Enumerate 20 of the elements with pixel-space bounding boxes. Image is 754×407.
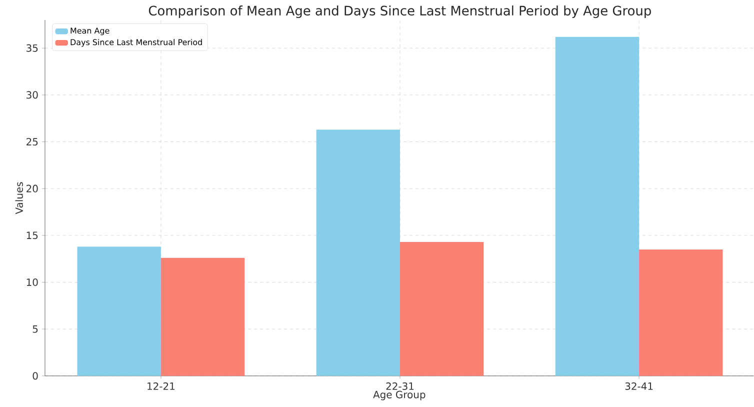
y-tick-label: 15	[26, 232, 38, 240]
y-tick-label: 30	[26, 91, 38, 99]
y-tick-label: 20	[26, 184, 38, 192]
x-tick-label: 12-21	[148, 382, 174, 390]
y-axis-title: Values	[15, 182, 23, 214]
y-tick-label: 0	[32, 372, 38, 380]
y-tick-label: 25	[26, 138, 38, 146]
x-tick-label: 22-31	[386, 382, 414, 390]
y-tick-label: 35	[26, 44, 38, 52]
bar	[160, 258, 245, 376]
chart-title: Comparison of Mean Age and Days Since Last Menstrual Period by Age Group	[148, 6, 651, 18]
y-tick-label: 5	[32, 325, 38, 333]
bar	[316, 130, 400, 376]
bar	[555, 36, 640, 376]
y-tick-label: 10	[26, 278, 38, 286]
x-axis-title: Age Group	[373, 390, 426, 400]
bar	[639, 250, 723, 376]
x-tick-label: 32-41	[625, 382, 653, 390]
bar	[77, 246, 161, 376]
bar	[400, 242, 484, 376]
